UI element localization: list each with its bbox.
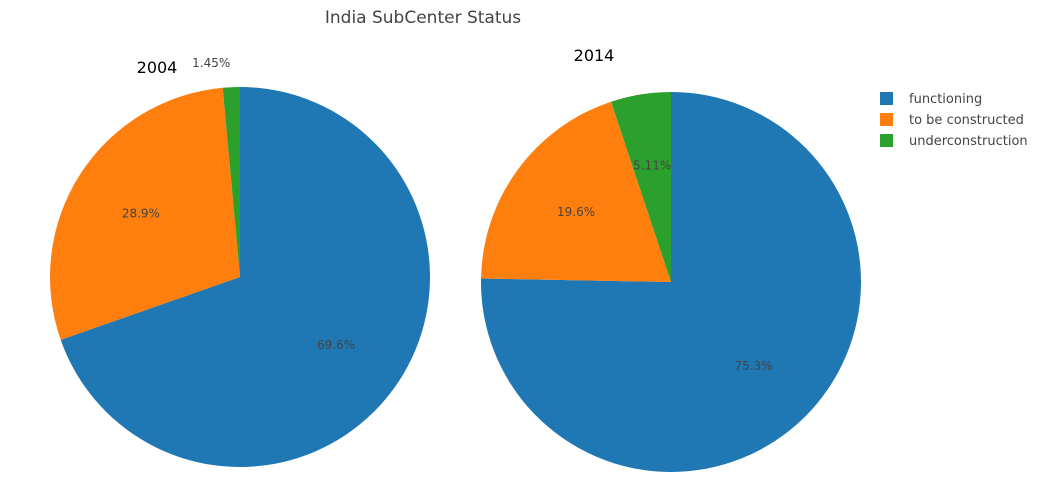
- pie-2004: 2004 69.6% 28.9% 1.45%: [49, 56, 430, 467]
- legend-swatch-functioning: [880, 92, 893, 105]
- legend-item-functioning[interactable]: functioning: [880, 92, 982, 107]
- pie-labels-2004: 69.6% 28.9% 1.45%: [122, 56, 355, 352]
- slice-label-2014-underconstruction: 5.11%: [633, 159, 671, 173]
- pie-slice-2014-underconstruction: [611, 92, 671, 282]
- pie-2014: 2014 75.3% 19.6% 5.11%: [481, 46, 861, 472]
- pie-slice-2004-functioning: [60, 87, 430, 467]
- slice-label-2014-to-be-constructed: 19.6%: [557, 205, 595, 219]
- pie-slice-2014-to-be-constructed: [481, 101, 671, 282]
- slice-label-2004-functioning: 69.6%: [317, 338, 355, 352]
- pie-labels-2014: 75.3% 19.6% 5.11%: [557, 159, 773, 373]
- slice-label-2014-functioning: 75.3%: [734, 359, 772, 373]
- legend-swatch-underconstruction: [880, 134, 893, 147]
- legend-label-functioning: functioning: [909, 92, 982, 107]
- pie-title-2004: 2004: [137, 58, 178, 77]
- chart-title: India SubCenter Status: [325, 8, 521, 28]
- legend-label-underconstruction: underconstruction: [909, 134, 1028, 149]
- legend: functioning to be constructed underconstru…: [880, 92, 1028, 149]
- slice-label-2004-underconstruction: 1.45%: [192, 56, 230, 70]
- pie-slice-2004-to-be-constructed: [49, 87, 240, 340]
- slice-label-2004-to-be-constructed: 28.9%: [122, 206, 160, 220]
- pie-slices-2004: [49, 87, 430, 467]
- pie-slice-2004-underconstruction: [222, 87, 240, 277]
- legend-item-underconstruction[interactable]: underconstruction: [880, 134, 1028, 149]
- pie-title-2014: 2014: [574, 46, 615, 65]
- pie-slices-2014: [481, 92, 861, 472]
- legend-label-to-be-constructed: to be constructed: [909, 113, 1024, 128]
- legend-item-to-be-constructed[interactable]: to be constructed: [880, 113, 1024, 128]
- legend-swatch-to-be-constructed: [880, 113, 893, 126]
